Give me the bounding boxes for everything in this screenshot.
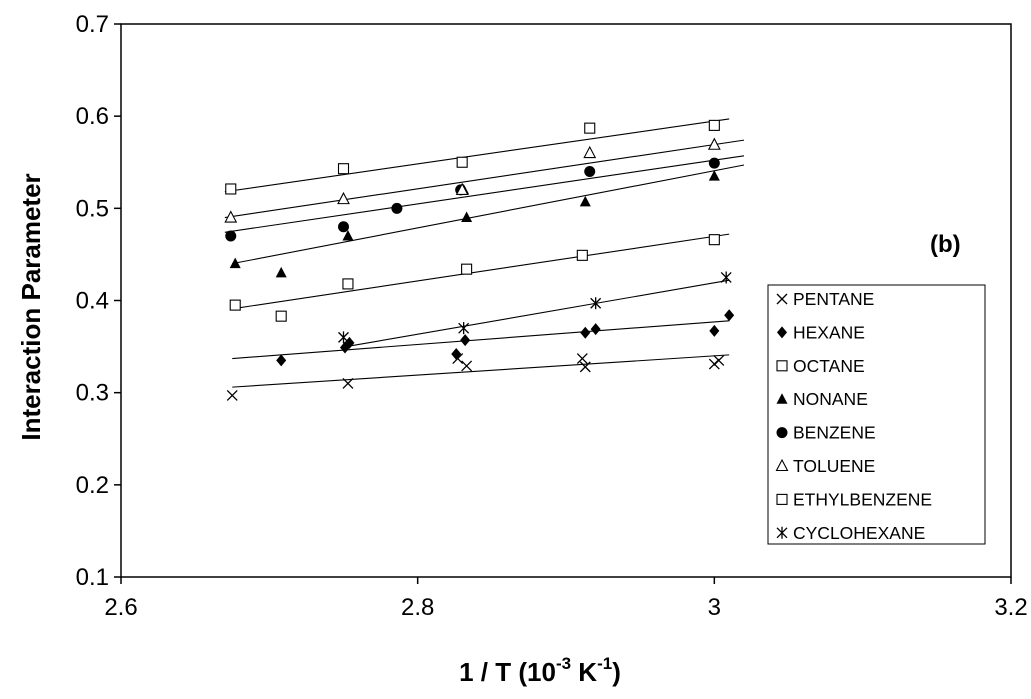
point-toluene xyxy=(583,145,597,159)
point-pentane xyxy=(226,389,238,401)
point-cyclohexane xyxy=(720,271,732,284)
y-tick-label: 0.6 xyxy=(76,103,109,130)
x-axis-title-end: ) xyxy=(612,657,621,687)
point-pentane xyxy=(461,360,473,372)
legend-label-toluene: TOLUENE xyxy=(793,456,875,476)
point-pentane xyxy=(713,354,725,366)
point-cyclohexane xyxy=(338,331,349,344)
point-pentane xyxy=(576,353,588,365)
y-tick-label: 0.1 xyxy=(76,564,109,591)
y-axis-title: Interaction Parameter xyxy=(16,173,46,440)
y-tick-label: 0.5 xyxy=(76,195,109,222)
x-tick-label: 3.2 xyxy=(994,594,1027,621)
legend-label-cyclohexane: CYCLOHEXANE xyxy=(793,523,925,543)
legend-label-pentane: PENTANE xyxy=(793,289,874,309)
legend-label-octane: OCTANE xyxy=(793,356,865,376)
fit-line-benzene xyxy=(224,155,745,233)
fit-line-ethylbenzene xyxy=(232,233,730,310)
legend-label-nonane: NONANE xyxy=(793,389,868,409)
point-hexane xyxy=(451,347,462,360)
point-pentane xyxy=(579,361,591,373)
legend-label-benzene: BENZENE xyxy=(793,423,876,443)
x-tick-label: 3 xyxy=(708,594,721,621)
x-axis-title-main: 1 / T (10 xyxy=(459,657,556,687)
point-toluene xyxy=(337,191,350,205)
point-nonane xyxy=(579,195,591,207)
point-benzene xyxy=(225,230,237,242)
point-benzene xyxy=(338,221,349,233)
point-nonane xyxy=(342,229,354,241)
point-nonane xyxy=(708,170,720,181)
point-nonane xyxy=(461,211,473,223)
fit-line-pentane xyxy=(232,354,730,388)
legend-marker-pentane xyxy=(776,293,788,305)
x-axis-title: 1 / T (10-3 K-1) xyxy=(459,654,621,687)
point-benzene xyxy=(391,202,403,214)
point-octane xyxy=(456,156,468,168)
point-octane xyxy=(708,119,720,131)
point-ethylbenzene xyxy=(275,310,287,322)
point-octane xyxy=(225,183,237,195)
point-octane xyxy=(584,122,596,134)
point-hexane xyxy=(460,334,471,347)
legend-marker-benzene xyxy=(776,427,788,439)
fit-line-cyclohexane xyxy=(346,279,730,348)
y-tick-label: 0.3 xyxy=(76,380,109,407)
point-hexane xyxy=(276,354,287,367)
point-hexane xyxy=(724,309,735,322)
y-tick-label: 0.7 xyxy=(76,11,109,38)
point-hexane xyxy=(590,323,601,336)
x-axis-title-mid: K xyxy=(571,657,597,687)
legend-box xyxy=(767,284,986,545)
legend-marker-toluene xyxy=(775,458,789,472)
point-nonane xyxy=(275,266,287,278)
point-benzene xyxy=(584,165,596,177)
x-axis-title-exp2: -1 xyxy=(597,654,612,673)
fit-line-nonane xyxy=(232,164,745,265)
x-tick-label: 2.8 xyxy=(401,594,434,621)
point-nonane xyxy=(229,257,241,269)
legend-label-hexane: HEXANE xyxy=(793,322,865,342)
y-tick-label: 0.4 xyxy=(76,288,109,315)
legend-marker-ethylbenzene xyxy=(776,493,788,505)
point-pentane xyxy=(342,377,354,389)
y-tick-label: 0.2 xyxy=(76,472,109,499)
legend-marker-hexane xyxy=(777,326,787,339)
x-tick-label: 2.6 xyxy=(104,594,137,621)
legend-marker-octane xyxy=(776,360,788,372)
point-toluene xyxy=(707,137,721,150)
point-toluene xyxy=(455,182,469,195)
legend-marker-cyclohexane xyxy=(776,526,788,539)
fit-line-hexane xyxy=(232,320,730,360)
point-benzene xyxy=(708,157,720,169)
fit-line-octane xyxy=(224,118,730,193)
point-octane xyxy=(337,163,350,175)
point-cyclohexane xyxy=(458,322,470,335)
fit-line-toluene xyxy=(224,139,745,219)
point-ethylbenzene xyxy=(461,263,473,275)
legend-label-ethylbenzene: ETHYLBENZENE xyxy=(793,489,932,509)
legend: PENTANE HEXANE OCTANE NONANE BENZENE TOLUENE E… xyxy=(767,284,986,545)
point-hexane xyxy=(580,326,591,339)
x-axis-title-exp1: -3 xyxy=(556,654,571,673)
legend-marker-nonane xyxy=(776,393,788,404)
point-toluene xyxy=(224,210,238,223)
panel-label: (b) xyxy=(930,231,961,258)
point-ethylbenzene xyxy=(342,278,354,290)
axes: 0.1 0.2 0.3 0.4 0.5 0.6 0.7 2.6 2.8 3 3.2 xyxy=(76,11,1028,621)
point-cyclohexane xyxy=(590,297,602,310)
point-ethylbenzene xyxy=(576,249,588,261)
point-hexane xyxy=(709,324,720,337)
data-points xyxy=(224,119,735,401)
fit-lines xyxy=(224,118,745,388)
point-ethylbenzene xyxy=(708,234,720,246)
point-ethylbenzene xyxy=(229,299,241,311)
